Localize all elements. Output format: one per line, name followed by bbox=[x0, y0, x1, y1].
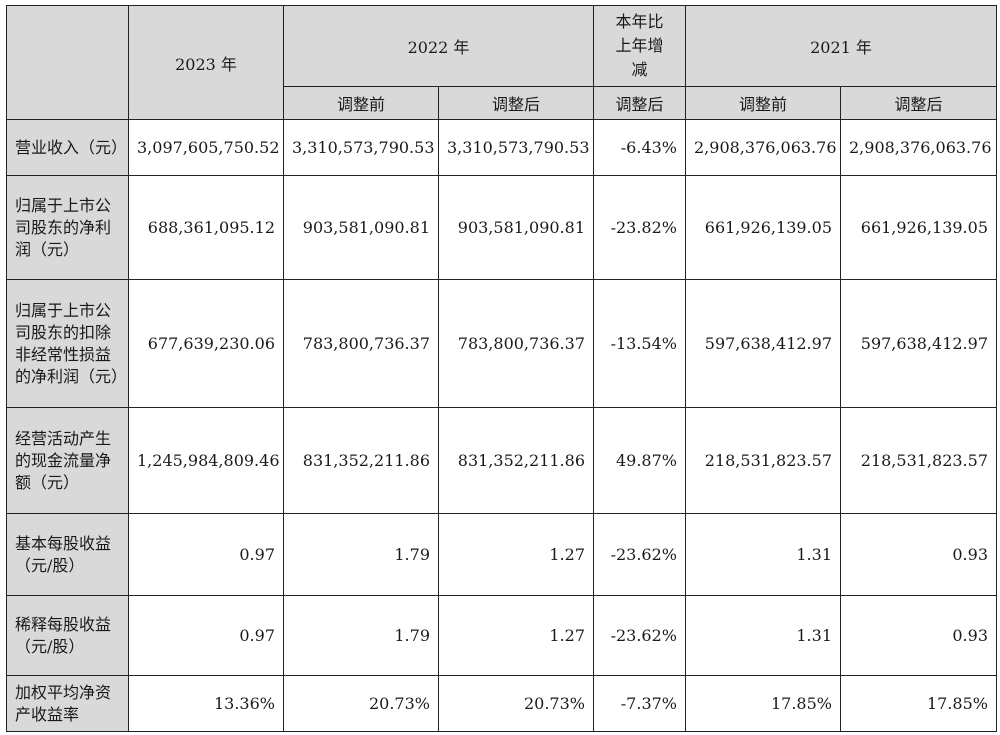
header-2022-before: 调整前 bbox=[283, 86, 439, 120]
cell-2022-before: 903,581,090.81 bbox=[283, 175, 439, 280]
cell-2022-after: 1.27 bbox=[438, 595, 594, 676]
cell-yoy: -13.54% bbox=[593, 279, 686, 408]
header-2021-before: 调整前 bbox=[685, 86, 841, 120]
header-yoy-after: 调整后 bbox=[593, 86, 686, 120]
cell-2023: 1,245,984,809.46 bbox=[128, 407, 284, 514]
cell-2021-before: 2,908,376,063.76 bbox=[685, 119, 841, 176]
cell-yoy: -23.62% bbox=[593, 513, 686, 596]
cell-yoy: -23.62% bbox=[593, 595, 686, 676]
header-2022-after: 调整后 bbox=[438, 86, 594, 120]
cell-2021-after: 17.85% bbox=[840, 675, 997, 732]
header-2021: 2021 年 bbox=[685, 5, 997, 87]
row-label: 加权平均净资产收益率 bbox=[6, 675, 129, 732]
cell-2022-before: 1.79 bbox=[283, 595, 439, 676]
cell-2021-after: 2,908,376,063.76 bbox=[840, 119, 997, 176]
row-label: 营业收入（元） bbox=[6, 119, 129, 176]
cell-2021-after: 597,638,412.97 bbox=[840, 279, 997, 408]
header-2021-after: 调整后 bbox=[840, 86, 997, 120]
header-2023: 2023 年 bbox=[128, 5, 284, 120]
cell-2023: 13.36% bbox=[128, 675, 284, 732]
cell-2021-after: 661,926,139.05 bbox=[840, 175, 997, 280]
cell-2021-before: 1.31 bbox=[685, 513, 841, 596]
cell-2021-after: 0.93 bbox=[840, 595, 997, 676]
table-row: 加权平均净资产收益率 13.36% 20.73% 20.73% -7.37% 1… bbox=[6, 675, 997, 732]
row-label: 归属于上市公司股东的净利润（元） bbox=[6, 175, 129, 280]
financial-summary-table: 2023 年 2022 年 本年比上年增减 2021 年 调整前 调整后 调整后… bbox=[6, 5, 997, 732]
table-row: 归属于上市公司股东的净利润（元） 688,361,095.12 903,581,… bbox=[6, 175, 997, 280]
cell-2021-before: 661,926,139.05 bbox=[685, 175, 841, 280]
cell-2023: 3,097,605,750.52 bbox=[128, 119, 284, 176]
cell-2021-before: 597,638,412.97 bbox=[685, 279, 841, 408]
cell-yoy: -7.37% bbox=[593, 675, 686, 732]
cell-2021-after: 0.93 bbox=[840, 513, 997, 596]
cell-2023: 688,361,095.12 bbox=[128, 175, 284, 280]
cell-2022-after: 831,352,211.86 bbox=[438, 407, 594, 514]
row-label: 归属于上市公司股东的扣除非经常性损益的净利润（元） bbox=[6, 279, 129, 408]
row-label: 基本每股收益（元/股） bbox=[6, 513, 129, 596]
header-yoy-change: 本年比上年增减 bbox=[593, 5, 686, 87]
cell-2022-before: 1.79 bbox=[283, 513, 439, 596]
cell-2021-before: 218,531,823.57 bbox=[685, 407, 841, 514]
cell-2022-before: 831,352,211.86 bbox=[283, 407, 439, 514]
cell-2022-before: 20.73% bbox=[283, 675, 439, 732]
table-row: 稀释每股收益（元/股） 0.97 1.79 1.27 -23.62% 1.31 … bbox=[6, 595, 997, 676]
cell-2022-after: 783,800,736.37 bbox=[438, 279, 594, 408]
row-label: 经营活动产生的现金流量净额（元） bbox=[6, 407, 129, 514]
cell-2021-before: 17.85% bbox=[685, 675, 841, 732]
cell-yoy: 49.87% bbox=[593, 407, 686, 514]
cell-2023: 0.97 bbox=[128, 513, 284, 596]
table-row: 基本每股收益（元/股） 0.97 1.79 1.27 -23.62% 1.31 … bbox=[6, 513, 997, 596]
cell-2022-after: 20.73% bbox=[438, 675, 594, 732]
cell-2023: 0.97 bbox=[128, 595, 284, 676]
header-corner-cell bbox=[6, 5, 129, 120]
cell-2021-after: 218,531,823.57 bbox=[840, 407, 997, 514]
cell-yoy: -6.43% bbox=[593, 119, 686, 176]
cell-2023: 677,639,230.06 bbox=[128, 279, 284, 408]
cell-yoy: -23.82% bbox=[593, 175, 686, 280]
cell-2022-after: 1.27 bbox=[438, 513, 594, 596]
cell-2022-before: 783,800,736.37 bbox=[283, 279, 439, 408]
table-row: 归属于上市公司股东的扣除非经常性损益的净利润（元） 677,639,230.06… bbox=[6, 279, 997, 408]
header-2022: 2022 年 bbox=[283, 5, 594, 87]
cell-2022-after: 3,310,573,790.53 bbox=[438, 119, 594, 176]
row-label: 稀释每股收益（元/股） bbox=[6, 595, 129, 676]
cell-2022-before: 3,310,573,790.53 bbox=[283, 119, 439, 176]
table-row: 经营活动产生的现金流量净额（元） 1,245,984,809.46 831,35… bbox=[6, 407, 997, 514]
cell-2022-after: 903,581,090.81 bbox=[438, 175, 594, 280]
table-row: 营业收入（元） 3,097,605,750.52 3,310,573,790.5… bbox=[6, 119, 997, 176]
header-row-years: 2023 年 2022 年 本年比上年增减 2021 年 bbox=[6, 5, 997, 120]
cell-2021-before: 1.31 bbox=[685, 595, 841, 676]
header-row-adjustment: 调整前 调整后 调整后 调整前 调整后 bbox=[7, 86, 997, 120]
